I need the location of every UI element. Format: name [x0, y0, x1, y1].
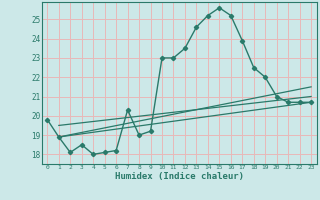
X-axis label: Humidex (Indice chaleur): Humidex (Indice chaleur) — [115, 172, 244, 181]
